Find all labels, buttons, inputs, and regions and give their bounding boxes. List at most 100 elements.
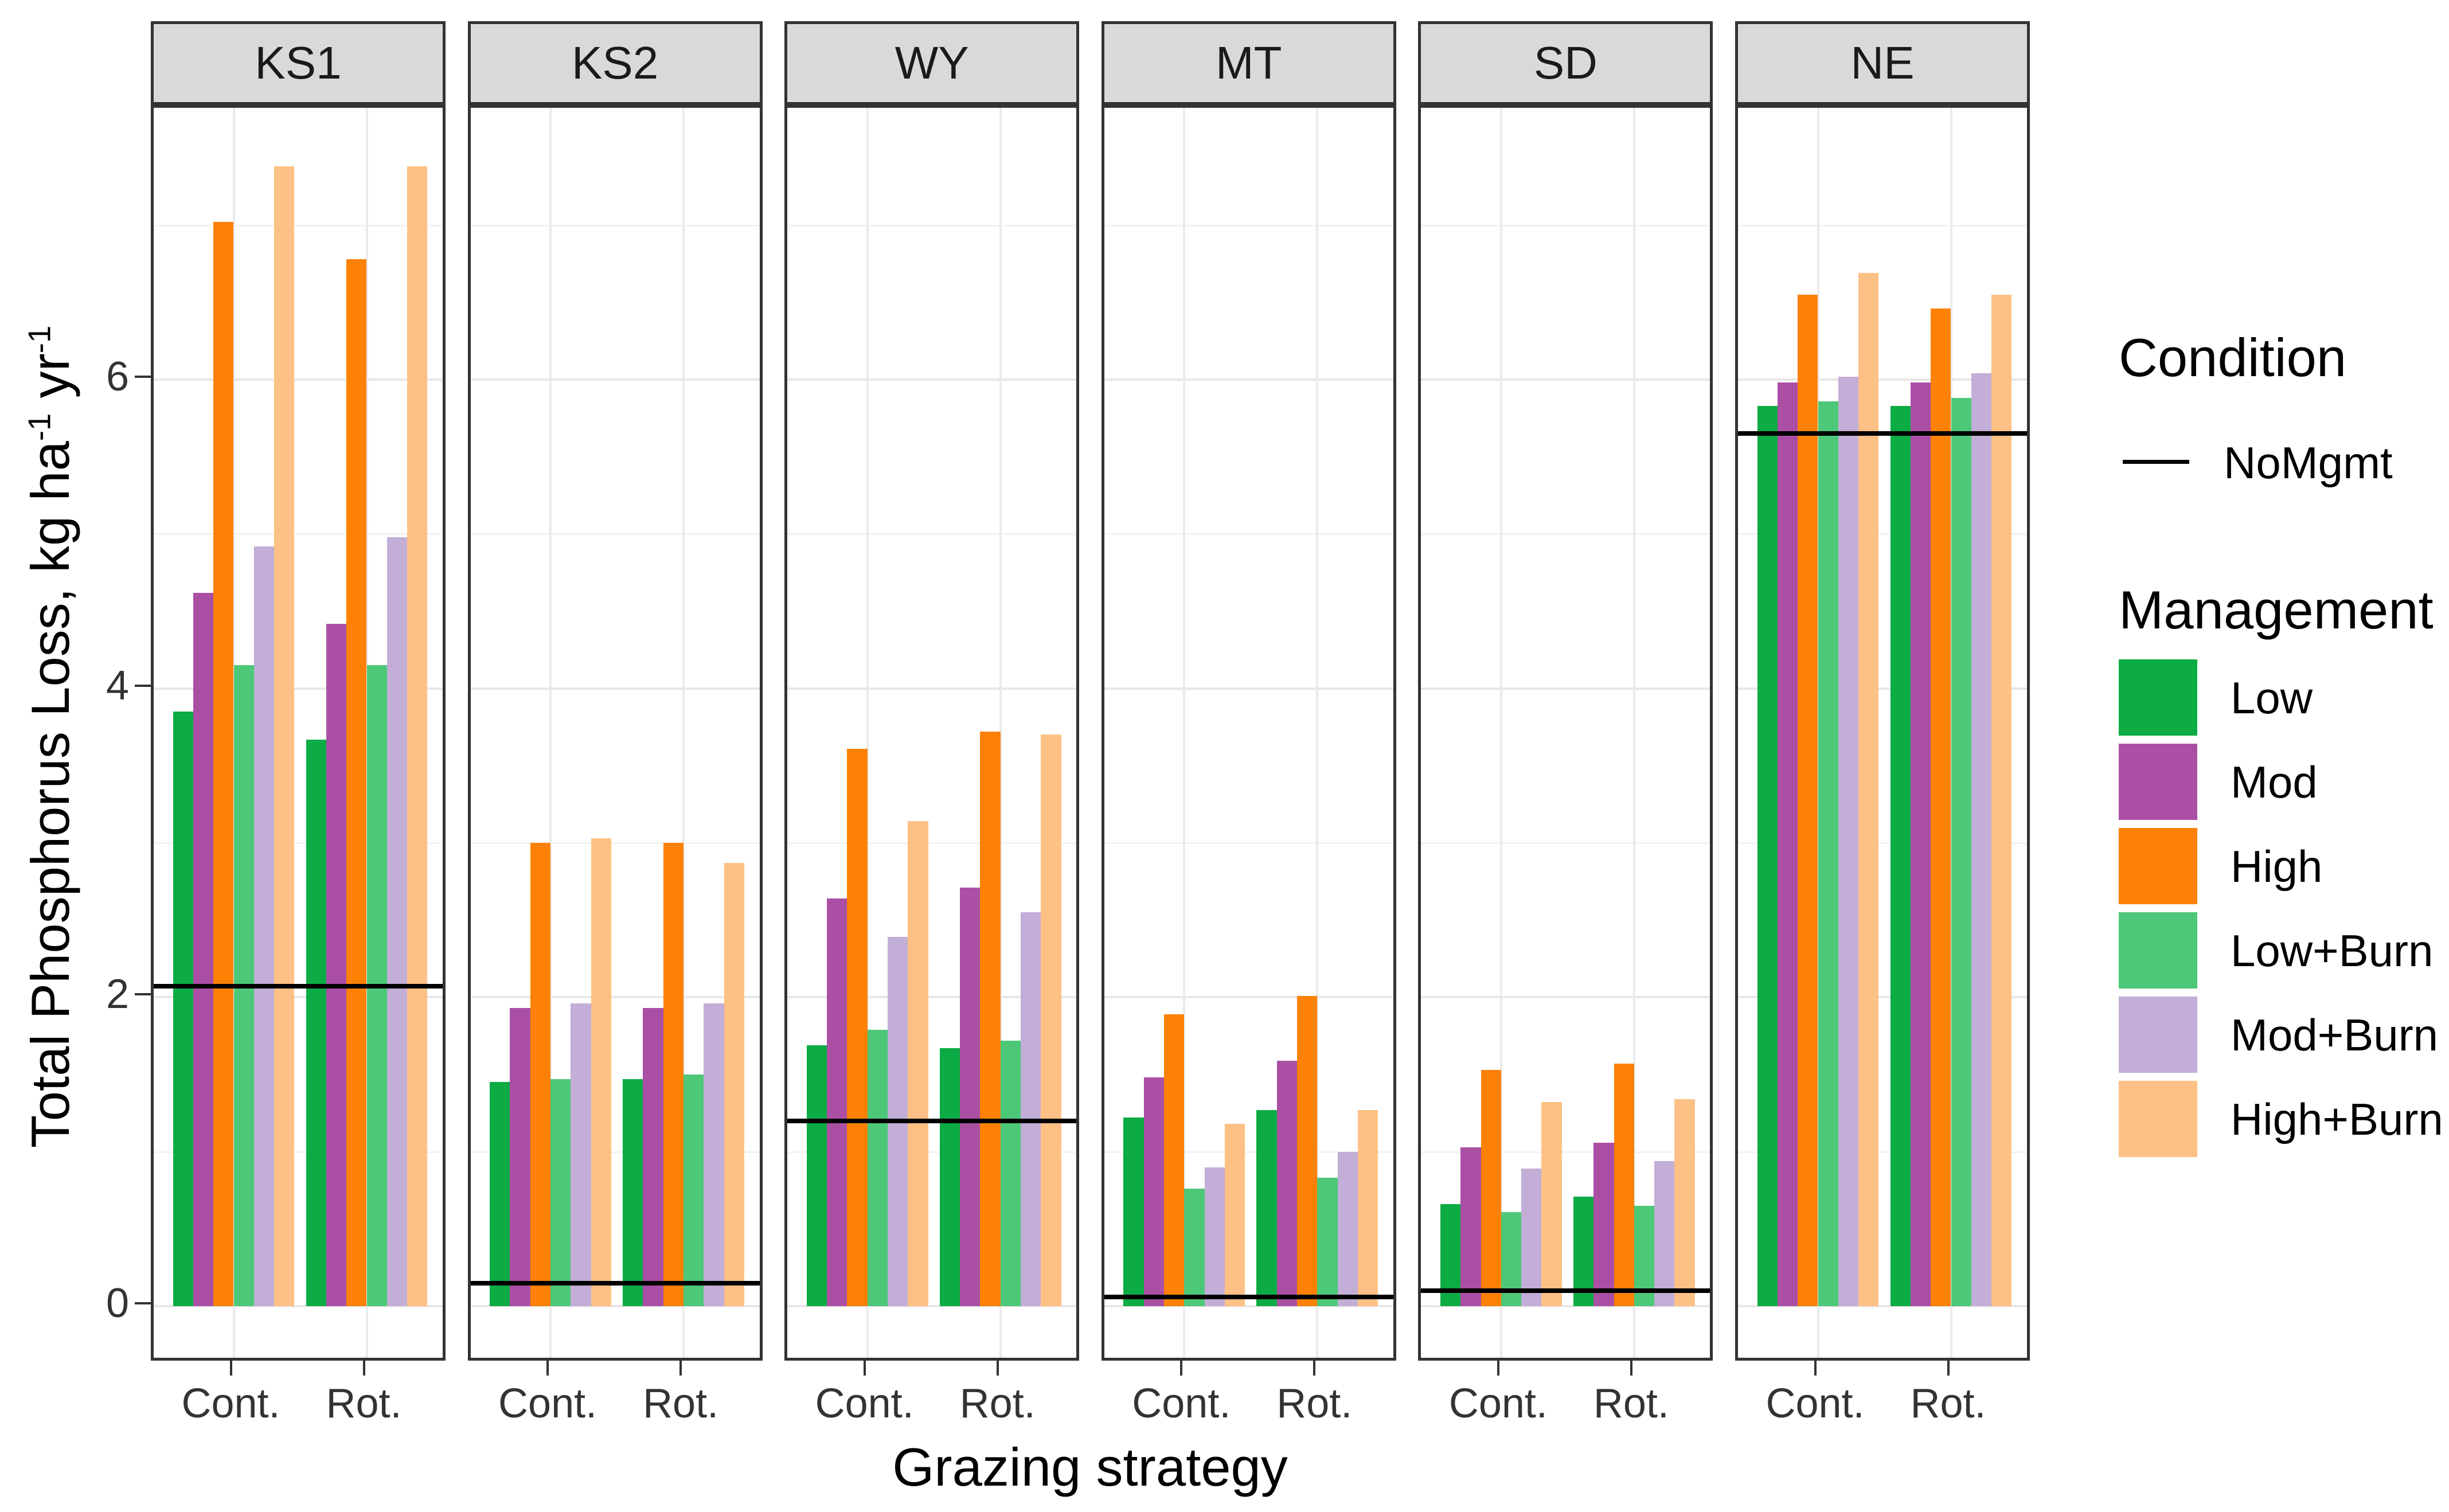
bar-ne-rot-low [1890,405,1911,1306]
bar-wy-cont-high-burn [908,821,928,1306]
x-tick-label-sd-cont: Cont. [1448,1381,1548,1427]
bar-mt-cont-high [1163,1014,1185,1306]
x-tick-label-mt-rot: Rot. [1276,1381,1353,1427]
y-tick-label: 2 [106,971,129,1018]
bar-wy-rot-low-burn [1000,1040,1021,1306]
x-tick-mark [679,1361,682,1376]
bar-mt-rot-high-burn [1357,1109,1378,1306]
y-tick-mark [135,993,151,996]
legend-item-low-burn: Low+Burn [2231,925,2434,976]
bar-mt-rot-high [1296,995,1318,1306]
x-gridline [549,108,552,1358]
legend-key-mod-burn [2119,997,2197,1073]
panel-sd [1418,105,1713,1361]
bar-ne-cont-high [1798,294,1818,1306]
nomgmt-line-mt [1104,1294,1393,1299]
bar-ks1-rot-high [346,259,367,1306]
bar-ks2-rot-mod-burn [704,1003,724,1306]
legend-item-mod: Mod [2231,756,2318,807]
x-tick-mark [1814,1361,1817,1376]
y-axis-superscript2: -1 [22,325,57,354]
facet-strip-sd: SD [1418,21,1713,105]
bar-ne-cont-mod-burn [1838,376,1859,1306]
minor-gridline [1104,224,1393,226]
bar-mt-cont-low-burn [1184,1189,1205,1306]
bar-sd-rot-mod [1593,1142,1614,1306]
bar-ne-cont-low [1757,405,1778,1306]
x-tick-label-ne-rot: Rot. [1910,1381,1986,1427]
minor-gridline [154,842,443,844]
bar-mt-rot-mod-burn [1337,1151,1358,1306]
facet-strip-ks2: KS2 [467,21,763,105]
bar-sd-cont-mod-burn [1521,1169,1542,1306]
bar-ks2-cont-high-burn [591,838,611,1306]
minor-gridline [1738,842,2027,844]
bar-wy-cont-low-burn [867,1029,888,1306]
panel-wy [784,105,1080,1361]
minor-gridline [1104,533,1393,536]
bar-sd-cont-high-burn [1541,1102,1562,1306]
bar-ks1-rot-mod [326,623,347,1306]
bar-ks2-rot-mod [643,1008,663,1306]
legend-management-title: Management [2119,580,2434,640]
x-gridline [999,108,1002,1358]
y-axis-superscript: -1 [22,413,57,442]
bar-wy-cont-low [806,1045,827,1306]
legend-item-mod-burn: Mod+Burn [2231,1009,2439,1060]
bar-ne-cont-high-burn [1858,273,1879,1306]
major-gridline [154,1305,443,1307]
nomgmt-line-ks2 [470,1280,760,1286]
bar-sd-rot-low [1573,1196,1594,1306]
minor-gridline [787,224,1077,226]
bar-ks1-rot-high-burn [407,166,428,1306]
bar-ks2-rot-high [663,843,684,1306]
bar-wy-cont-high [847,748,868,1306]
bar-wy-rot-mod-burn [1020,912,1041,1306]
minor-gridline [1104,1151,1393,1153]
x-gridline [682,108,685,1358]
x-tick-label-ne-cont: Cont. [1766,1381,1865,1427]
major-gridline [1738,687,2027,690]
x-tick-label-ks1-cont: Cont. [181,1381,280,1427]
minor-gridline [787,1151,1077,1153]
legend-item-low: Low [2231,672,2313,723]
minor-gridline [1421,533,1710,536]
legend-item-high-burn: High+Burn [2231,1093,2443,1144]
bar-ks1-rot-low [306,739,326,1306]
bar-ks2-rot-low [623,1079,643,1306]
legend-key-mod [2119,744,2197,820]
minor-gridline [1421,224,1710,226]
x-tick-mark [1947,1361,1950,1376]
facet-strip-wy: WY [784,21,1080,105]
major-gridline [787,996,1077,999]
y-tick-label: 4 [106,662,129,709]
minor-gridline [1738,1151,2027,1153]
y-tick-mark [135,684,151,687]
bar-ks2-cont-low-burn [550,1079,571,1306]
panel-mt [1101,105,1396,1361]
x-tick-mark [1630,1361,1632,1376]
bar-mt-cont-mod-burn [1204,1167,1225,1306]
bar-mt-cont-high-burn [1224,1124,1245,1306]
bar-ks1-rot-mod-burn [386,537,408,1306]
bar-mt-cont-low [1123,1118,1144,1306]
minor-gridline [154,224,443,226]
minor-gridline [1421,1151,1710,1153]
bar-ne-cont-mod [1777,382,1798,1306]
minor-gridline [470,1151,760,1153]
facet-label-sd: SD [1533,37,1597,88]
bar-ks2-cont-mod-burn [571,1003,591,1306]
legend-condition-title: Condition [2119,327,2347,388]
bar-wy-rot-high [980,732,1001,1306]
bar-ne-cont-low-burn [1818,401,1838,1306]
x-tick-label-ks2-cont: Cont. [498,1381,597,1427]
panel-ne [1735,105,2030,1361]
major-gridline [1104,687,1393,690]
major-gridline [787,1305,1077,1307]
minor-gridline [1104,842,1393,844]
nomgmt-line-ks1 [154,984,443,989]
x-tick-label-sd-rot: Rot. [1593,1381,1669,1427]
major-gridline [787,378,1077,381]
major-gridline [1421,1305,1710,1307]
major-gridline [1738,1305,2027,1307]
